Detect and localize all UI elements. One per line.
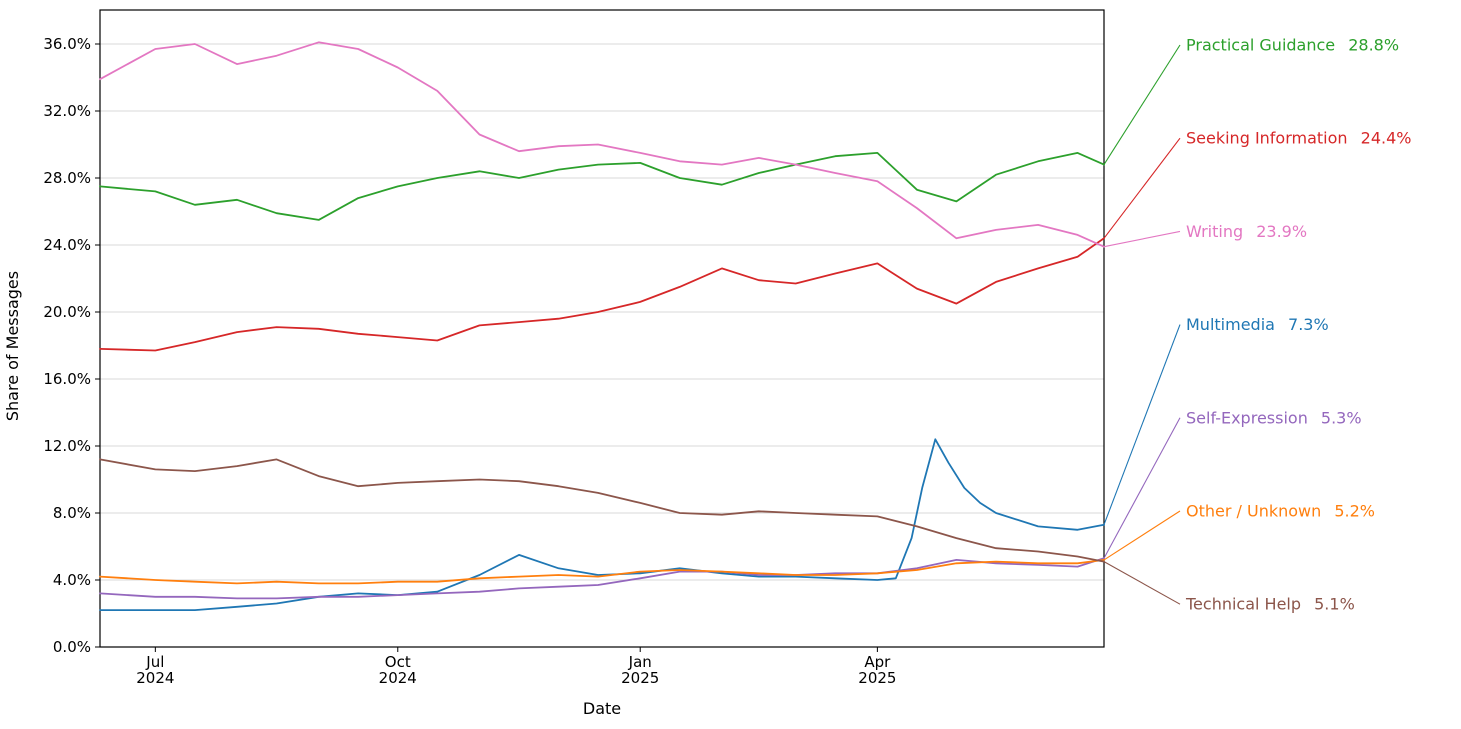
- leader-line-technical-help: [1103, 561, 1181, 605]
- x-tick-label-month: Jan: [628, 653, 652, 671]
- leader-line-practical-guidance: [1103, 44, 1181, 165]
- x-tick-label-month: Oct: [385, 653, 411, 671]
- leader-line-seeking-information: [1103, 137, 1181, 239]
- x-tick-label-month: Jul: [145, 653, 164, 671]
- x-tick-label-year: 2025: [621, 669, 659, 687]
- plot-area: 0.0% 4.0% 8.0% 12.0% 16.0% 20.0% 24.0% 28.0% 32.…: [43, 9, 1411, 687]
- series-line-other-unknown: [99, 559, 1105, 585]
- leader-line-writing: [1103, 230, 1181, 248]
- series-line-seeking-information: [99, 237, 1105, 352]
- y-tick-label: 20.0%: [43, 303, 91, 321]
- legend-label-writing: Writing 23.9%: [1186, 222, 1307, 241]
- leader-line-multimedia: [1103, 324, 1181, 525]
- x-tick-label-year: 2024: [379, 669, 417, 687]
- leader-line-other-unknown: [1103, 510, 1181, 561]
- leader-line-self-expression: [1103, 417, 1181, 559]
- x-tick-label-month: Apr: [864, 653, 891, 671]
- y-tick-label: 24.0%: [43, 236, 91, 254]
- legend-label-technical-help: Technical Help 5.1%: [1185, 595, 1355, 614]
- series-line-self-expression: [99, 557, 1105, 600]
- y-tick-label: 28.0%: [43, 169, 91, 187]
- y-tick-label: 36.0%: [43, 35, 91, 53]
- legend-label-seeking-information: Seeking Information 24.4%: [1186, 129, 1411, 148]
- y-tick-label: 8.0%: [53, 504, 91, 522]
- x-tick-label-year: 2025: [858, 669, 896, 687]
- y-tick-label: 0.0%: [53, 638, 91, 656]
- x-axis-label: Date: [583, 699, 621, 718]
- y-tick-label: 4.0%: [53, 571, 91, 589]
- series-line-practical-guidance: [99, 151, 1105, 221]
- y-axis-label: Share of Messages: [3, 271, 22, 421]
- y-tick-label: 16.0%: [43, 370, 91, 388]
- legend-label-self-expression: Self-Expression 5.3%: [1186, 408, 1362, 427]
- y-tick-label: 32.0%: [43, 102, 91, 120]
- y-tick-label: 12.0%: [43, 437, 91, 455]
- legend-label-practical-guidance: Practical Guidance 28.8%: [1186, 36, 1399, 55]
- series-line-writing: [99, 41, 1105, 248]
- legend-label-multimedia: Multimedia 7.3%: [1186, 315, 1329, 334]
- x-tick-label-year: 2024: [136, 669, 174, 687]
- legend-label-other-unknown: Other / Unknown 5.2%: [1186, 502, 1375, 521]
- plot-frame: [99, 9, 1105, 648]
- series-line-technical-help: [99, 458, 1105, 563]
